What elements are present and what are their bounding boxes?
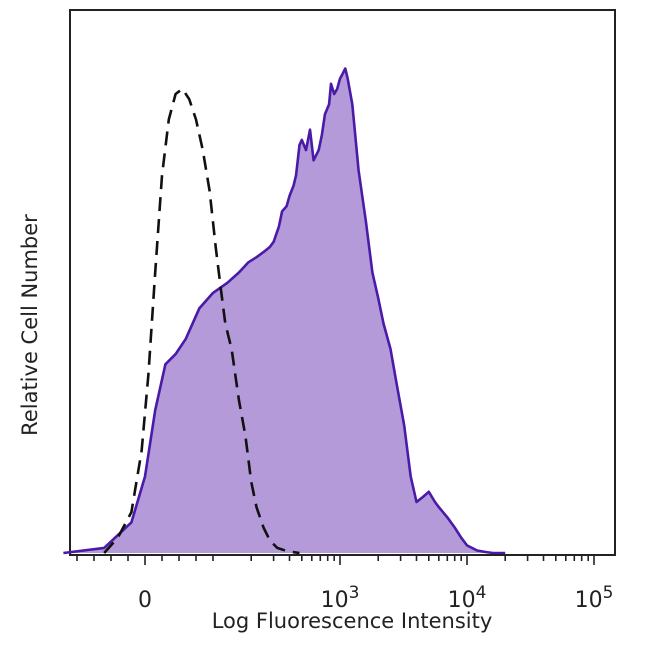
series-1-line <box>103 87 300 555</box>
x-tick-label-1: 103 <box>321 583 360 613</box>
x-ticks <box>76 555 595 565</box>
x-tick-label-0: 0 <box>138 588 152 613</box>
y-axis-label: Relative Cell Number <box>18 214 42 436</box>
x-tick-labels: 0 103 104 105 <box>138 583 613 613</box>
x-tick-label-3: 105 <box>575 583 614 613</box>
x-axis-label: Log Fluorescence Intensity <box>212 609 493 633</box>
series-0-outline <box>63 67 506 555</box>
series-0-area <box>63 68 506 553</box>
x-tick-label-2: 104 <box>448 583 487 613</box>
series-layer <box>63 67 506 555</box>
